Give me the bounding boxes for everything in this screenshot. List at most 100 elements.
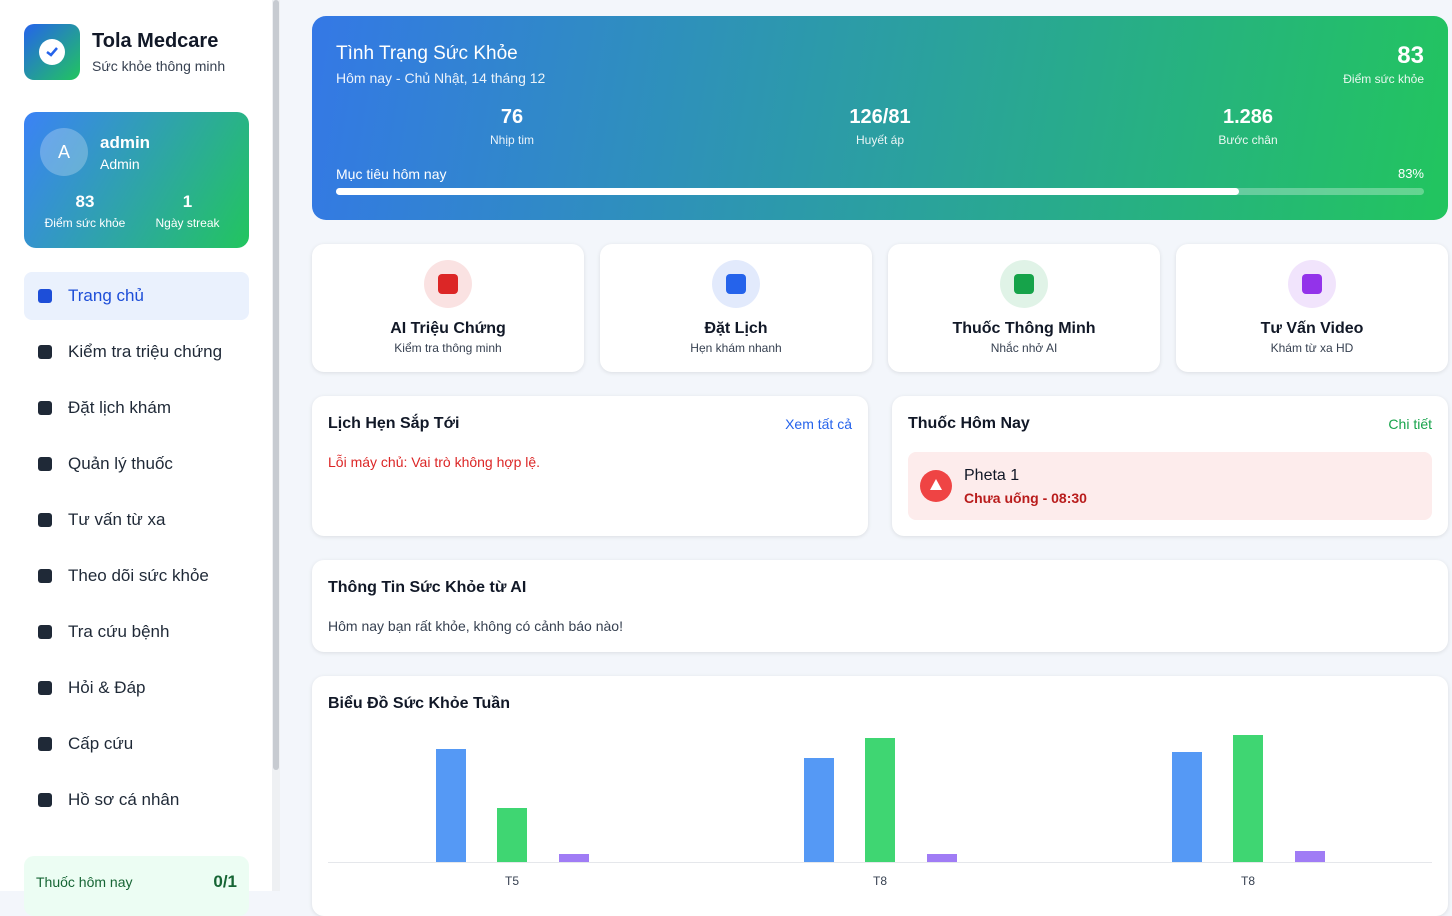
scrollbar-thumb[interactable]	[273, 0, 279, 770]
error-message: Lỗi máy chủ: Vai trò không hợp lệ.	[328, 454, 541, 470]
bar	[1172, 752, 1202, 862]
health-hero: Tình Trạng Sức Khỏe Hôm nay - Chủ Nhật, …	[312, 16, 1448, 220]
medicine-item[interactable]: Pheta 1 Chưa uống - 08:30	[908, 452, 1432, 520]
action-title: Thuốc Thông Minh	[952, 320, 1096, 337]
goal-title: Mục tiêu hôm nay	[336, 166, 447, 182]
bar	[1295, 851, 1325, 862]
action-icon	[1000, 260, 1048, 308]
nav-item[interactable]: Cấp cứu	[24, 720, 249, 768]
goal-label: 83%	[1397, 166, 1424, 181]
stat-label: Ngày streak	[155, 216, 220, 230]
nav-icon	[38, 289, 52, 303]
nav-item[interactable]: Hồ sơ cá nhân	[24, 776, 249, 824]
action-subtitle: Kiểm tra thông minh	[394, 341, 502, 355]
brand-title: Tola Medcare	[92, 30, 219, 52]
medicine-name: Pheta 1	[964, 467, 1020, 484]
link[interactable]: Xem tất cả	[785, 416, 852, 432]
action-glyph	[1014, 274, 1034, 294]
stat-value: 1	[182, 192, 193, 211]
alert-icon	[920, 470, 952, 502]
nav-label: Hồ sơ cá nhân	[68, 790, 180, 809]
nav-icon	[38, 401, 52, 415]
nav-item[interactable]: Đặt lịch khám	[24, 384, 249, 432]
nav-item[interactable]: Quản lý thuốc	[24, 440, 249, 488]
nav-label: Trang chủ	[68, 286, 144, 305]
nav-icon	[38, 625, 52, 639]
nav-item[interactable]: Trang chủ	[24, 272, 249, 320]
nav-icon	[38, 457, 52, 471]
bar	[804, 758, 834, 862]
user-card: A admin Admin 83 Điểm sức khỏe 1 Ngày st…	[24, 112, 249, 248]
quick-action[interactable]: Đặt Lịch Hẹn khám nhanh	[600, 244, 872, 372]
action-subtitle: Nhắc nhở AI	[990, 341, 1058, 355]
footer-label: Thuốc hôm nay	[36, 874, 133, 890]
nav-item[interactable]: Tra cứu bệnh	[24, 608, 249, 656]
nav-label: Kiểm tra triệu chứng	[68, 342, 223, 361]
nav-item[interactable]: Theo dõi sức khỏe	[24, 552, 249, 600]
action-title: Tư Vấn Video	[1260, 320, 1364, 337]
ai-card: Thông Tin Sức Khỏe từ AI Hôm nay bạn rất…	[312, 560, 1448, 652]
hero-title: Tình Trạng Sức Khỏe	[336, 43, 518, 64]
nav-icon	[38, 345, 52, 359]
link[interactable]: Chi tiết	[1388, 416, 1432, 432]
bar	[927, 854, 957, 862]
quick-action[interactable]: AI Triệu Chứng Kiểm tra thông minh	[312, 244, 584, 372]
user-role: Admin	[100, 156, 140, 172]
nav-icon	[38, 793, 52, 807]
quick-action[interactable]: Thuốc Thông Minh Nhắc nhở AI	[888, 244, 1160, 372]
logo-icon	[39, 39, 65, 65]
stat-label: Điểm sức khỏe	[44, 216, 126, 230]
nav-label: Cấp cứu	[68, 734, 134, 753]
card-title: Thuốc Hôm Nay	[908, 415, 1030, 432]
x-tick-label: T8	[1241, 874, 1255, 888]
action-title: AI Triệu Chứng	[390, 320, 506, 337]
metric-label: Nhịp tim	[489, 133, 534, 147]
bar	[436, 749, 466, 862]
metric-value: 76	[500, 106, 524, 128]
action-icon	[712, 260, 760, 308]
hero-score-label: Điểm sức khỏe	[1343, 72, 1424, 86]
bar	[865, 738, 895, 862]
quick-action[interactable]: Tư Vấn Video Khám từ xa HD	[1176, 244, 1448, 372]
action-glyph	[1302, 274, 1322, 294]
action-subtitle: Khám từ xa HD	[1270, 341, 1354, 355]
progress-track	[336, 188, 1424, 195]
bar	[497, 808, 527, 862]
x-tick-label: T5	[505, 874, 519, 888]
nav-label: Đặt lịch khám	[68, 398, 171, 417]
logo	[24, 24, 80, 80]
avatar: A	[40, 128, 88, 176]
nav-icon	[38, 569, 52, 583]
appointments-card: Lịch Hẹn Sắp Tới Xem tất cả Lỗi máy chủ:…	[312, 396, 868, 536]
nav-label: Hỏi & Đáp	[68, 678, 146, 697]
metric-value: 1.286	[1222, 106, 1274, 128]
nav-label: Quản lý thuốc	[68, 454, 173, 473]
action-glyph	[438, 274, 458, 294]
bar	[1233, 735, 1263, 862]
nav-label: Tư vấn từ xa	[68, 510, 166, 529]
metric-label: Huyết áp	[855, 133, 905, 147]
bar	[559, 854, 589, 862]
action-subtitle: Hẹn khám nhanh	[690, 341, 782, 355]
hero-date: Hôm nay - Chủ Nhật, 14 tháng 12	[336, 70, 546, 86]
stat-value: 83	[75, 192, 95, 211]
nav-item[interactable]: Hỏi & Đáp	[24, 664, 249, 712]
chart: T5 T8 T8	[328, 735, 1432, 888]
metric-value: 126/81	[849, 106, 911, 128]
brand-subtitle: Sức khỏe thông minh	[92, 58, 226, 74]
action-icon	[424, 260, 472, 308]
footer-value: 0/1	[213, 872, 237, 891]
card-title: Lịch Hẹn Sắp Tới	[328, 415, 460, 432]
nav-icon	[38, 681, 52, 695]
nav-item[interactable]: Kiểm tra triệu chứng	[24, 328, 249, 376]
action-icon	[1288, 260, 1336, 308]
nav-icon	[38, 737, 52, 751]
nav-label: Theo dõi sức khỏe	[68, 566, 209, 585]
nav-item[interactable]: Tư vấn từ xa	[24, 496, 249, 544]
metric-label: Bước chân	[1218, 133, 1278, 147]
action-title: Đặt Lịch	[704, 320, 768, 337]
card-title: Thông Tin Sức Khỏe từ AI	[328, 579, 527, 596]
action-glyph	[726, 274, 746, 294]
nav-label: Tra cứu bệnh	[68, 622, 170, 641]
